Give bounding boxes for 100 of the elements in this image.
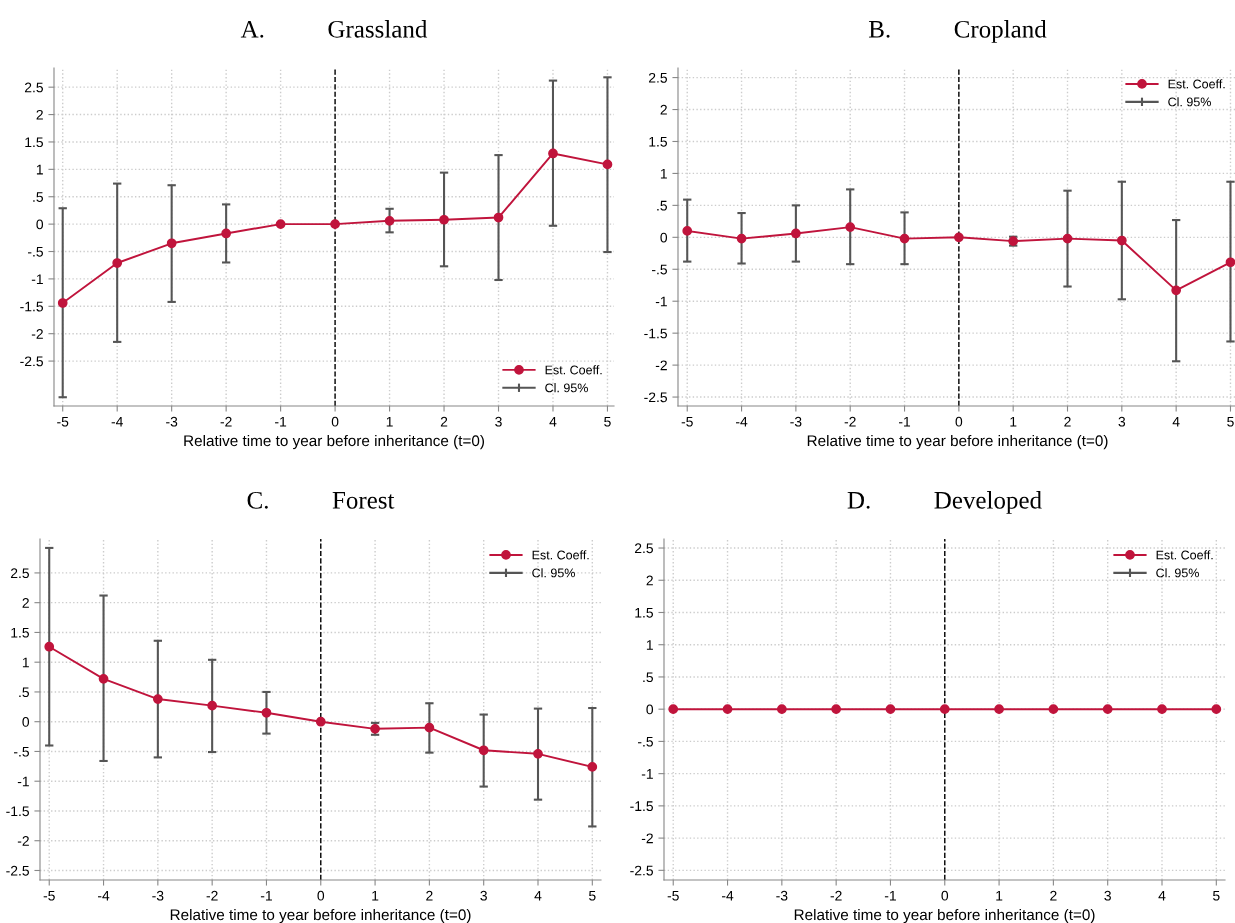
point — [1225, 257, 1235, 268]
point — [1171, 285, 1182, 296]
y-tick-label: -2 — [17, 836, 29, 846]
x-tick-label: 1 — [996, 890, 1003, 901]
x-tick-label: 2 — [1064, 416, 1071, 427]
legend-label: Cl. 95% — [1168, 97, 1211, 107]
legend-label: Cl. 95% — [1156, 568, 1199, 578]
point — [548, 148, 558, 159]
x-tick-label: -2 — [220, 416, 232, 427]
x-tick-label: 4 — [1172, 416, 1180, 427]
x-tick-label: 5 — [1213, 890, 1220, 901]
x-tick-label: 1 — [1010, 416, 1017, 427]
legend-label: Est. Coeff. — [545, 365, 602, 375]
y-tick-label: 2 — [660, 104, 667, 115]
x-tick-label: 1 — [372, 890, 379, 901]
point — [98, 673, 109, 684]
x-tick-label: -5 — [667, 890, 679, 901]
y-tick-label: 2.5 — [24, 82, 43, 93]
y-tick-label: 1.5 — [635, 607, 653, 618]
x-tick-label: 2 — [426, 890, 433, 901]
x-tick-label: 2 — [440, 416, 448, 427]
x-tick-label: 3 — [1118, 416, 1126, 427]
y-tick-label: -2 — [655, 360, 667, 371]
y-tick-label: -1.5 — [6, 806, 29, 817]
x-tick-label: 2 — [1050, 890, 1057, 901]
y-tick-label: -.5 — [27, 246, 43, 257]
y-tick-label: 0 — [22, 717, 30, 727]
x-tick-label: 0 — [331, 416, 339, 427]
y-tick-label: 2 — [646, 575, 653, 586]
legend-label: Est. Coeff. — [1156, 550, 1213, 560]
y-tick-label: -1 — [31, 274, 43, 284]
y-tick-label: 2 — [36, 109, 43, 120]
x-tick-label: -4 — [97, 890, 110, 901]
point — [602, 159, 613, 170]
y-tick-label: -1 — [655, 296, 667, 307]
x-axis-title: Relative time to year before inheritance (t=0) — [184, 434, 484, 450]
point — [736, 233, 747, 244]
legend-label: Cl. 95% — [545, 383, 588, 393]
chart-title: C. Forest — [247, 491, 395, 509]
y-tick-label: 1 — [646, 640, 653, 650]
chart-title: A. Grassland — [240, 20, 428, 38]
legend-label: Cl. 95% — [532, 568, 575, 578]
x-tick-label: 5 — [604, 416, 611, 427]
chart-title: B. Cropland — [868, 20, 1047, 43]
y-tick-label: 1 — [22, 657, 29, 668]
y-tick-label: 2 — [22, 598, 29, 608]
x-tick-label: -2 — [206, 890, 218, 901]
y-tick-label: -.5 — [13, 746, 29, 757]
x-tick-label: -5 — [43, 890, 55, 901]
x-tick-label: -1 — [260, 890, 272, 901]
x-tick-label: 4 — [534, 890, 542, 901]
x-tick-label: 4 — [549, 416, 557, 427]
x-tick-label: -4 — [111, 416, 123, 427]
point — [152, 694, 163, 704]
x-tick-label: -1 — [898, 416, 911, 427]
y-tick-label: -2.5 — [630, 865, 653, 876]
point — [493, 212, 504, 223]
chart-title: D. Developed — [847, 491, 1042, 514]
y-tick-label: -1 — [17, 776, 29, 787]
y-tick-label: 2.5 — [648, 72, 667, 83]
point — [275, 219, 286, 229]
x-axis-title: Relative time to year before inheritance (t=0) — [794, 908, 1095, 923]
x-tick-label: -3 — [790, 416, 802, 427]
point — [315, 716, 326, 727]
y-tick-label: 1.5 — [11, 627, 29, 638]
point — [587, 762, 598, 772]
x-tick-label: -2 — [830, 890, 842, 901]
point — [221, 228, 232, 239]
x-tick-label: -1 — [884, 890, 896, 901]
x-tick-label: -3 — [152, 890, 164, 901]
y-tick-label: 2.5 — [10, 568, 29, 579]
y-tick-label: .5 — [643, 672, 653, 683]
point — [424, 722, 435, 733]
y-tick-label: -.5 — [637, 736, 653, 747]
point — [845, 222, 856, 232]
point — [791, 228, 801, 239]
point — [207, 700, 218, 711]
point — [953, 232, 964, 243]
x-axis-title: Relative time to year before inheritance (t=0) — [170, 908, 471, 923]
y-tick-label: 1.5 — [25, 137, 43, 148]
point — [112, 258, 123, 268]
point — [478, 745, 489, 756]
y-tick-label: 2.5 — [634, 543, 653, 554]
point — [330, 219, 340, 229]
y-tick-label: .5 — [657, 200, 667, 211]
x-tick-label: 0 — [955, 416, 963, 427]
x-tick-label: 3 — [1104, 890, 1111, 901]
y-tick-label: -2 — [31, 329, 43, 339]
legend-label: Est. Coeff. — [1168, 79, 1225, 89]
y-tick-label: -1.5 — [630, 801, 653, 812]
x-tick-label: -3 — [776, 890, 788, 901]
x-tick-label: -4 — [721, 890, 734, 901]
y-tick-label: 0 — [660, 232, 668, 243]
point — [1062, 233, 1073, 244]
y-tick-label: -2.5 — [644, 392, 667, 403]
x-tick-label: 0 — [941, 890, 949, 901]
x-tick-label: 4 — [1158, 890, 1166, 901]
y-tick-label: 0 — [36, 219, 44, 230]
x-tick-label: 3 — [495, 416, 502, 427]
y-tick-label: -2 — [641, 833, 653, 844]
